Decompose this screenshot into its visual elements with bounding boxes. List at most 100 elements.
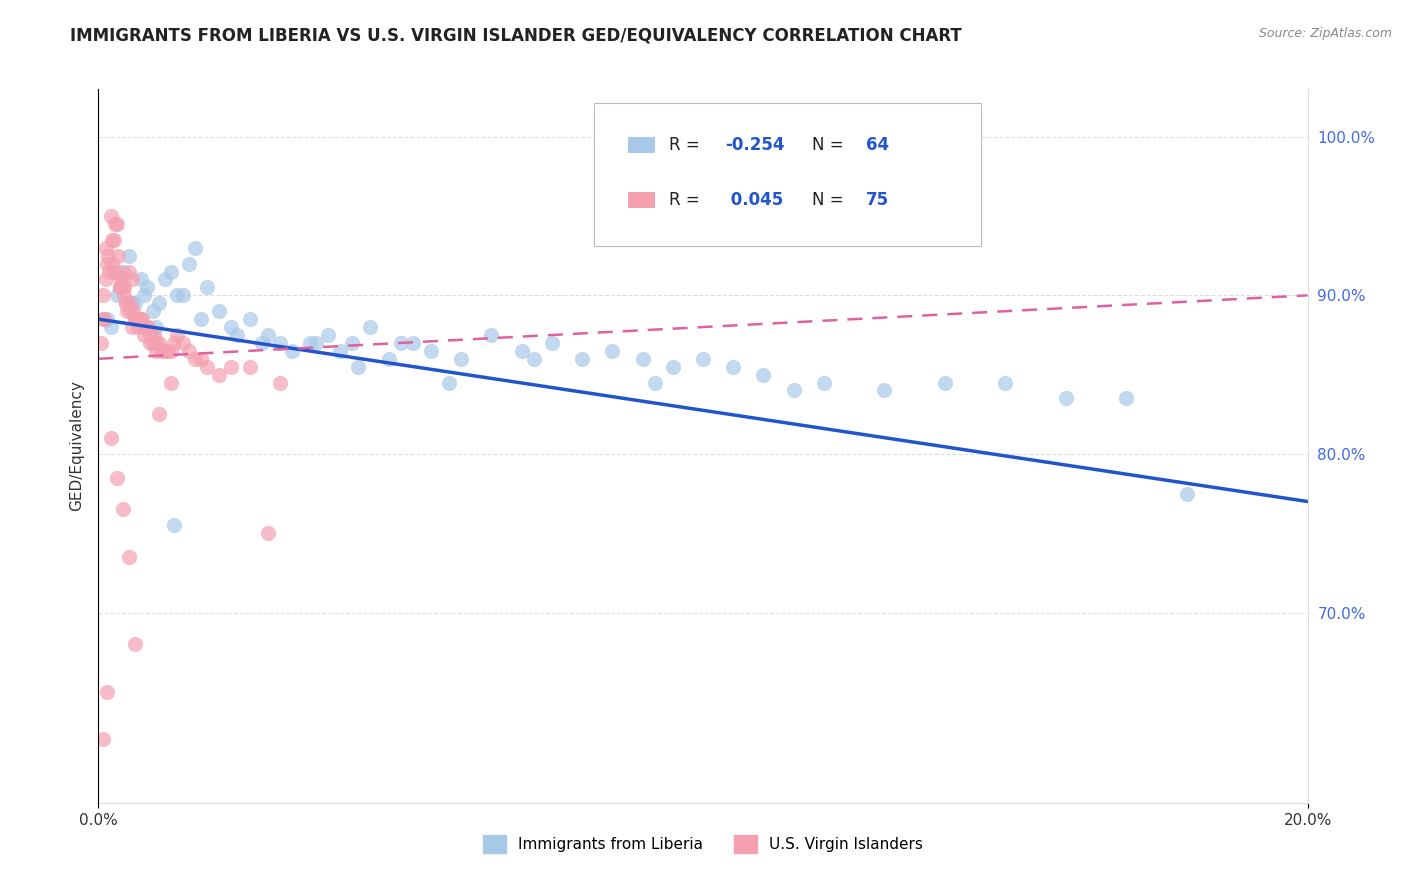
Point: [873, 384, 896, 398]
Point: [269, 376, 291, 390]
Point: [91, 732, 114, 747]
Point: [994, 376, 1017, 390]
Point: [179, 257, 201, 271]
Point: [105, 288, 128, 302]
Point: [1175, 486, 1198, 500]
Point: [118, 249, 141, 263]
Text: Source: ZipAtlas.com: Source: ZipAtlas.com: [1258, 27, 1392, 40]
Point: [420, 343, 443, 358]
Point: [783, 384, 806, 398]
Text: IMMIGRANTS FROM LIBERIA VS U.S. VIRGIN ISLANDER GED/EQUIVALENCY CORRELATION CHAR: IMMIGRANTS FROM LIBERIA VS U.S. VIRGIN I…: [70, 27, 962, 45]
Point: [107, 249, 129, 263]
Point: [377, 351, 399, 366]
Point: [179, 343, 201, 358]
Point: [117, 304, 139, 318]
Point: [602, 343, 624, 358]
Point: [166, 288, 188, 302]
Point: [142, 335, 165, 350]
Point: [256, 526, 278, 541]
Point: [208, 368, 231, 382]
Point: [190, 312, 212, 326]
Point: [145, 335, 167, 350]
Point: [184, 351, 207, 366]
Point: [124, 637, 146, 651]
Point: [156, 343, 179, 358]
Point: [299, 335, 322, 350]
Point: [91, 288, 114, 302]
Point: [139, 328, 162, 343]
Point: [104, 217, 127, 231]
Point: [360, 320, 382, 334]
Point: [523, 351, 546, 366]
Point: [281, 343, 304, 358]
Point: [127, 320, 149, 334]
Point: [1115, 392, 1137, 406]
Point: [160, 264, 183, 278]
Text: -0.254: -0.254: [724, 136, 785, 153]
Point: [112, 280, 135, 294]
Point: [402, 335, 425, 350]
Point: [100, 233, 122, 247]
Point: [129, 272, 152, 286]
Point: [256, 328, 278, 343]
Point: [96, 257, 118, 271]
Point: [107, 264, 129, 278]
Point: [172, 335, 194, 350]
Text: 0.045: 0.045: [724, 191, 783, 209]
Point: [114, 296, 136, 310]
Point: [136, 320, 159, 334]
Point: [143, 328, 166, 343]
Point: [94, 241, 117, 255]
Point: [347, 359, 370, 374]
Point: [160, 376, 183, 390]
Point: [108, 280, 131, 294]
Point: [239, 359, 262, 374]
Point: [124, 296, 146, 310]
Point: [135, 280, 157, 294]
Point: [132, 320, 155, 334]
Text: 75: 75: [866, 191, 890, 209]
Point: [172, 288, 194, 302]
Point: [723, 359, 745, 374]
Point: [148, 407, 170, 421]
Legend: Immigrants from Liberia, U.S. Virgin Islanders: Immigrants from Liberia, U.S. Virgin Isl…: [477, 829, 929, 859]
Point: [329, 343, 352, 358]
Point: [96, 685, 118, 699]
Point: [93, 312, 115, 326]
Point: [195, 359, 218, 374]
Point: [120, 304, 142, 318]
FancyBboxPatch shape: [595, 103, 981, 246]
Point: [145, 343, 167, 358]
Point: [118, 549, 141, 564]
Point: [153, 272, 176, 286]
Point: [644, 376, 666, 390]
Point: [118, 264, 141, 278]
Point: [692, 351, 714, 366]
Point: [103, 233, 125, 247]
Point: [661, 359, 683, 374]
Point: [208, 304, 231, 318]
Point: [100, 209, 122, 223]
Point: [160, 343, 183, 358]
Point: [148, 296, 170, 310]
Point: [97, 249, 120, 263]
Point: [135, 320, 157, 334]
Point: [195, 280, 218, 294]
Point: [148, 335, 170, 350]
Point: [153, 343, 176, 358]
Point: [250, 335, 273, 350]
Point: [96, 312, 118, 326]
Point: [450, 351, 472, 366]
Point: [481, 328, 503, 343]
Text: N =: N =: [811, 136, 844, 153]
Point: [221, 359, 243, 374]
Point: [163, 335, 186, 350]
Point: [100, 320, 122, 334]
Point: [316, 328, 339, 343]
Point: [305, 335, 328, 350]
Point: [166, 328, 188, 343]
Point: [1054, 392, 1077, 406]
Point: [90, 335, 112, 350]
Point: [813, 376, 835, 390]
Y-axis label: GED/Equivalency: GED/Equivalency: [69, 381, 84, 511]
